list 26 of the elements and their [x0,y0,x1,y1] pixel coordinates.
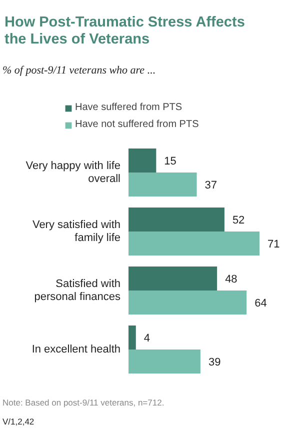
data-label: 4 [144,332,150,344]
data-label: 15 [164,156,176,168]
data-label: 39 [208,356,221,368]
chart-subtitle: % of post-9/11 veterans who are ... [2,64,156,76]
y-tick-label: Very happy with life overall [26,160,121,186]
bar [128,232,260,256]
data-label: 71 [268,238,280,250]
bar [128,290,247,314]
text: Note: Based on post-9/11 veterans, n=712. [2,398,164,408]
y-tick-label: Very satisfied with family life [32,218,121,244]
data-label: 52 [232,214,245,226]
data-label: 64 [254,298,267,310]
bar [128,266,218,290]
data-label: 37 [204,180,218,192]
legend-label: Have not suffered from PTS [75,119,199,130]
chart-title: How Post-Traumatic Stress Affects the Lives of Veterans [4,14,245,48]
bar [128,326,136,350]
bar [128,350,200,374]
y-tick-label: Satisfied with personal finances [34,278,121,304]
legend-label: Have suffered from PTS [75,102,182,113]
bar [128,148,156,172]
data-label: 48 [225,274,238,286]
bar [128,172,197,196]
text: V/1,2,42 [2,416,34,426]
bar [128,208,224,232]
y-tick-label: In excellent health [32,344,120,356]
